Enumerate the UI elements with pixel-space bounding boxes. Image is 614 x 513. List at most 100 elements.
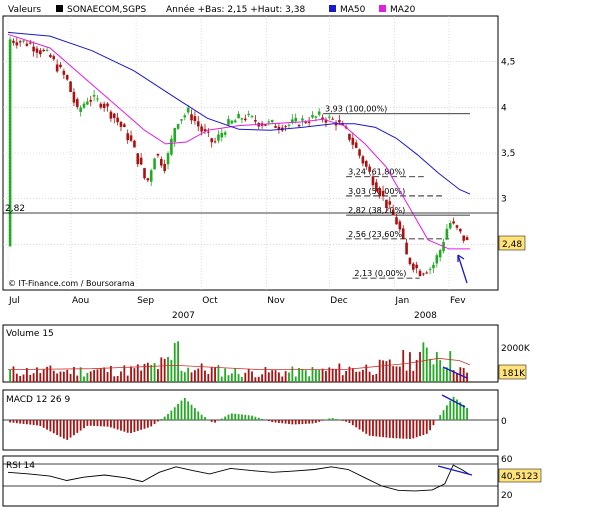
macd-bar [99, 420, 102, 427]
volume-bar [194, 370, 196, 382]
ma20-legend-label: MA20 [390, 5, 416, 15]
macd-bar [177, 403, 179, 420]
reference-price-label: 2,82 [5, 204, 25, 214]
volume-trend-line [442, 366, 468, 379]
candle-body [49, 54, 52, 58]
volume-bar [36, 367, 38, 382]
macd-bar [415, 420, 418, 438]
candle-body [240, 118, 244, 120]
volume-bar [52, 370, 55, 382]
volume-bar [200, 363, 203, 382]
last-price-box [498, 235, 526, 251]
candle-body [86, 101, 89, 105]
volume-bar [113, 376, 116, 382]
candle-body [250, 115, 254, 117]
candle-body [408, 257, 412, 265]
macd-bar [462, 404, 465, 420]
candle-body [139, 157, 143, 165]
candle-body [301, 118, 304, 121]
volume-bar [22, 374, 25, 382]
candle-body [304, 122, 308, 124]
macd-bar [56, 420, 59, 436]
volume-bar [180, 370, 183, 382]
fibonacci-label: 3,24 (61,80%) [348, 168, 405, 177]
volume-bar [372, 374, 374, 382]
macd-bar [335, 418, 337, 420]
volume-bar [462, 367, 465, 382]
volume-bar [103, 367, 106, 382]
candle-body [338, 120, 341, 123]
candle-body [35, 48, 39, 53]
macd-bar [311, 420, 314, 424]
candle-body [264, 123, 267, 126]
candle-body [96, 98, 99, 100]
candle-body [277, 126, 281, 130]
x-axis-labels: Jul Aou Sep Oct Nov Dec Jan Fev [8, 296, 466, 306]
macd-bar [409, 420, 411, 439]
month-label: Jan [394, 296, 409, 306]
volume-bar [241, 377, 243, 382]
candle-body [217, 134, 220, 141]
macd-bar [140, 420, 143, 430]
volume-bar [395, 366, 398, 382]
macd-bar [66, 420, 69, 440]
candle-body [210, 138, 213, 143]
macd-bar [274, 420, 277, 423]
candle-body [126, 133, 129, 141]
volume-bar [341, 375, 344, 382]
candle-body [428, 268, 432, 270]
fibonacci-label: 2,56 (23,60%) [348, 230, 405, 239]
candle-body [351, 137, 355, 145]
volume-bar [83, 376, 85, 382]
trend-arrow [457, 254, 468, 284]
volume-bar [446, 367, 448, 382]
macd-panel-title: MACD 12 26 9 [6, 395, 70, 405]
candle-body [270, 120, 274, 122]
macd-bar [425, 420, 428, 434]
volume-bar [264, 367, 267, 382]
candle-body [32, 46, 35, 52]
candle-body [160, 158, 163, 166]
candle-body [186, 107, 190, 113]
candle-body [247, 113, 250, 115]
candle-body [72, 91, 76, 103]
candle-body [391, 209, 395, 216]
macd-bar [395, 420, 398, 439]
candle-body [267, 121, 271, 123]
symbol-marker [56, 5, 63, 12]
macd-bar [318, 420, 321, 422]
volume-bar [345, 370, 347, 382]
volume-bar [405, 370, 408, 382]
candle-body [52, 56, 56, 60]
volume-bar [308, 376, 311, 382]
macd-bar [237, 414, 240, 420]
macd-bar [278, 420, 280, 423]
macd-bar [52, 420, 55, 434]
macd-bar [405, 420, 408, 439]
volume-bar [150, 364, 153, 382]
macd-bar [32, 420, 35, 425]
macd-bar [227, 414, 230, 420]
macd-bar [466, 407, 468, 420]
volume-last-box [498, 364, 527, 380]
macd-bar [9, 420, 11, 423]
volume-bar [133, 368, 136, 382]
macd-bar [372, 420, 374, 437]
macd-bar [358, 420, 361, 430]
macd-bar [402, 420, 405, 439]
candle-body [62, 70, 66, 75]
candle-body [254, 119, 257, 122]
fibonacci-label: 2,82 (38,20%) [348, 206, 405, 215]
macd-bar [244, 414, 247, 420]
macd-bar [214, 420, 216, 423]
volume-bar [62, 371, 65, 382]
volume-bar [412, 370, 415, 382]
last-price-label: 2,48 [502, 240, 522, 250]
macd-bar [331, 418, 334, 420]
candle-body [395, 217, 398, 225]
macd-bar [281, 420, 284, 424]
volume-bar [321, 368, 324, 382]
volume-bar [284, 371, 287, 382]
macd-bar [106, 420, 109, 427]
candle-body [381, 190, 385, 197]
